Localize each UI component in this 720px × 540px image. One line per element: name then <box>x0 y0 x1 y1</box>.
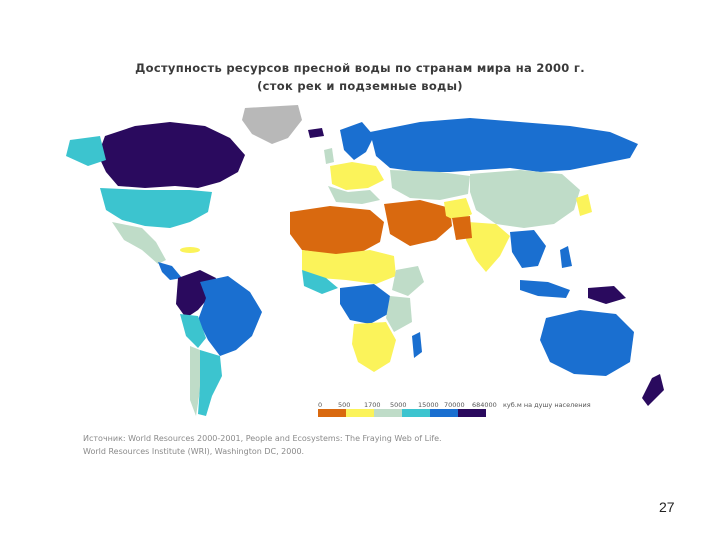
region-australia <box>540 310 634 376</box>
region-central-america <box>158 262 182 280</box>
legend-tick-5: 70000 <box>444 401 465 409</box>
region-canada <box>98 122 245 188</box>
map-title-line2: (сток рек и подземные воды) <box>257 79 463 93</box>
map-title-line1: Доступность ресурсов пресной воды по стр… <box>135 61 585 75</box>
legend-unit: куб.м на душу населения <box>503 401 591 409</box>
legend-swatch-4 <box>430 409 458 417</box>
legend-tick-6: 684000 <box>472 401 497 409</box>
region-southern-africa <box>352 322 396 372</box>
legend-tick-1: 500 <box>338 401 351 409</box>
source-line2: World Resources Institute (WRI), Washing… <box>83 447 305 456</box>
region-iran <box>444 198 472 222</box>
region-southeast-asia <box>510 230 546 268</box>
region-sahel <box>302 250 396 284</box>
region-caribbean <box>180 247 200 253</box>
region-west-africa <box>302 270 338 294</box>
region-russia <box>370 118 638 172</box>
region-philippines <box>560 246 572 268</box>
region-indonesia <box>520 280 570 298</box>
legend-tick-2: 1700 <box>364 401 381 409</box>
region-central-asia <box>390 170 470 200</box>
region-middle-east <box>384 200 452 246</box>
region-north-africa <box>290 206 384 254</box>
region-korea-japan <box>576 194 592 216</box>
region-argentina <box>198 350 222 416</box>
region-peru-bolivia <box>180 314 206 348</box>
legend-swatch-1 <box>346 409 374 417</box>
region-new-guinea <box>588 286 626 304</box>
region-chile <box>190 346 200 416</box>
region-brazil <box>198 276 262 356</box>
region-horn-africa <box>392 266 424 296</box>
region-central-africa <box>340 284 390 324</box>
legend-swatch-0 <box>318 409 346 417</box>
region-madagascar <box>412 332 422 358</box>
region-europe-south <box>328 186 380 204</box>
region-alaska <box>66 136 106 166</box>
region-scandinavia <box>340 122 374 160</box>
region-iceland <box>308 128 324 138</box>
region-india <box>466 222 510 272</box>
region-pakistan <box>452 216 472 240</box>
region-china <box>470 170 580 228</box>
region-new-zealand <box>642 374 664 406</box>
region-greenland <box>242 105 302 144</box>
region-east-africa <box>386 296 412 332</box>
region-uk <box>324 148 334 164</box>
legend-swatch-3 <box>402 409 430 417</box>
region-europe-west <box>330 162 384 190</box>
source-line1: Источник: World Resources 2000-2001, Peo… <box>83 434 442 443</box>
legend-swatch-5 <box>458 409 486 417</box>
legend-swatch-2 <box>374 409 402 417</box>
region-usa <box>100 188 212 228</box>
region-mexico <box>112 222 166 264</box>
legend-tick-3: 5000 <box>390 401 407 409</box>
world-water-map <box>66 105 664 416</box>
legend-tick-4: 15000 <box>418 401 439 409</box>
page-number: 27 <box>659 499 675 515</box>
legend-tick-0: 0 <box>318 401 323 409</box>
